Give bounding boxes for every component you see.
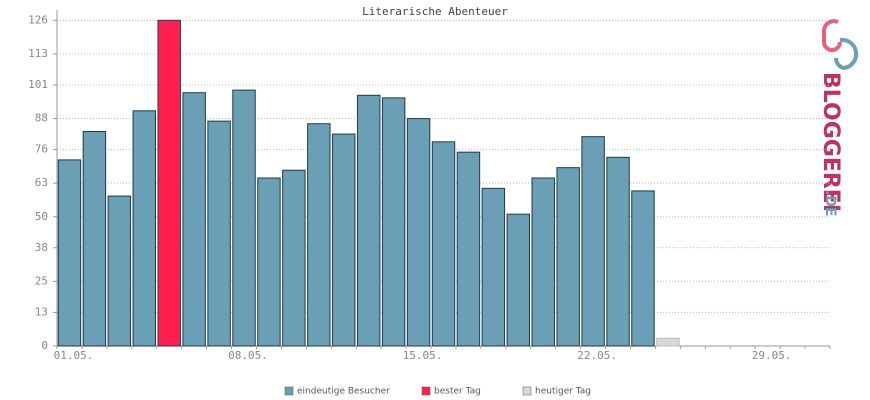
legend-label: heutiger Tag <box>535 387 591 397</box>
y-tick-label: 76 <box>35 143 48 156</box>
y-tick-label: 113 <box>28 47 48 60</box>
bar <box>257 177 281 347</box>
bar <box>606 156 630 347</box>
bar <box>506 213 531 347</box>
bar <box>556 167 580 347</box>
y-tick-label: 88 <box>35 112 48 125</box>
x-tick-label: 15.05. <box>403 349 443 362</box>
bar <box>431 141 456 347</box>
legend-label: bester Tag <box>434 387 481 397</box>
legend-label: eindeutige Besucher <box>297 387 390 397</box>
bar <box>656 337 680 347</box>
bar <box>157 19 181 347</box>
x-tick-label: 29.05. <box>752 349 792 362</box>
logo-text: BLOGGEREI <box>818 72 843 212</box>
logo-icon <box>822 19 842 52</box>
bar <box>581 136 605 347</box>
bar <box>182 92 206 347</box>
bar <box>282 169 306 347</box>
logo-suffix: .DE <box>822 190 838 217</box>
bar <box>132 110 156 347</box>
bar <box>107 195 132 347</box>
bar <box>531 177 555 347</box>
x-tick-label: 22.05. <box>577 349 617 362</box>
x-tick-label: 01.05. <box>54 349 94 362</box>
chart-title: Literarische Abenteuer <box>362 5 508 18</box>
bar <box>307 123 331 347</box>
y-tick-label: 0 <box>41 339 48 352</box>
bar <box>356 94 381 347</box>
y-tick-label: 50 <box>35 210 48 223</box>
bar <box>207 120 231 347</box>
legend-swatch <box>421 386 431 396</box>
legend: eindeutige Besucher bester Tag heutiger Ta… <box>284 386 591 397</box>
x-tick-label: 08.05. <box>228 349 268 362</box>
bar <box>381 97 406 347</box>
y-tick-label: 101 <box>28 78 48 91</box>
bar <box>631 190 655 347</box>
logo-icon <box>834 37 859 71</box>
bar <box>82 130 107 347</box>
bar <box>232 89 256 347</box>
legend-swatch <box>284 386 294 396</box>
bar <box>332 133 356 347</box>
bar <box>406 118 431 347</box>
y-tick-label: 25 <box>35 274 48 287</box>
y-tick-label: 38 <box>35 241 48 254</box>
bar <box>481 187 506 347</box>
bar <box>57 159 82 347</box>
y-tick-label: 13 <box>35 305 48 318</box>
logo: BLOGGEREI .DE <box>818 19 859 217</box>
y-tick-label: 126 <box>28 13 48 26</box>
legend-swatch <box>522 386 532 396</box>
bar <box>456 151 481 347</box>
y-tick-label: 63 <box>35 176 48 189</box>
